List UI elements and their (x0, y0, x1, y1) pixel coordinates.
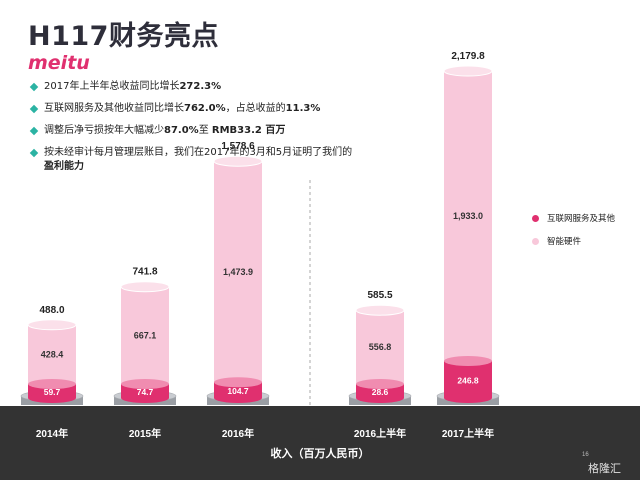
bar-split-cap (444, 355, 492, 366)
bar-bottom-cap (121, 393, 169, 403)
bar-split-cap (28, 379, 76, 389)
footer-band (0, 406, 640, 480)
internet-value-label: 28.6 (372, 387, 389, 397)
bar-segment-hardware (121, 286, 169, 384)
bar-top-cap (355, 304, 405, 316)
legend-swatch-internet (532, 214, 539, 222)
page-title: H117财务亮点 (28, 21, 219, 52)
bar-bottom-cap (356, 393, 404, 403)
legend-swatch-hardware (532, 237, 539, 245)
highlight-item: 调整后净亏损按年大幅减少87.0%至 RMB33.2 百万 (29, 124, 390, 138)
total-label: 741.8 (132, 267, 157, 278)
hardware-value-label: 428.4 (41, 349, 64, 359)
brand-logo: meitu (28, 52, 90, 74)
hardware-value-label: 667.1 (134, 330, 157, 340)
bar-segment-internet (444, 360, 492, 398)
page-number: 16 (582, 452, 589, 458)
highlight-item: 互联网服务及其他收益同比增长762.0%，占总收益的11.3% (29, 102, 390, 116)
total-label: 585.5 (367, 290, 392, 301)
hardware-value-label: 1,933.0 (453, 211, 483, 221)
category-tick-label: 2014年 (36, 427, 68, 440)
bar-top-cap (27, 319, 77, 331)
x-axis-title: 收入（百万人民币） (271, 446, 370, 460)
bar-segment-hardware (28, 324, 76, 384)
bar-bottom-cap (28, 393, 76, 403)
internet-value-label: 74.7 (137, 387, 154, 397)
category-tick-label: 2016年 (222, 427, 254, 440)
internet-value-label: 246.8 (457, 375, 479, 385)
bar-top-cap (120, 281, 170, 293)
bar-top-cap (213, 155, 263, 167)
total-label: 2,179.8 (451, 51, 485, 62)
watermark: 格隆汇 (588, 462, 621, 475)
highlights-list: 2017年上半年总收益同比增长272.3% 互联网服务及其他收益同比增长762.… (29, 80, 390, 182)
highlight-item: 2017年上半年总收益同比增长272.3% (29, 80, 390, 94)
bar-top-cap (443, 65, 493, 77)
category-tick-label: 2015年 (129, 427, 161, 440)
category-tick-label: 2016上半年 (354, 427, 406, 440)
internet-value-label: 59.7 (44, 387, 61, 397)
bar-segment-hardware (444, 71, 492, 361)
highlight-text: 2017年上半年总收益同比增长272.3% (44, 81, 222, 92)
internet-value-label: 104.7 (227, 386, 249, 396)
bar-split-cap (121, 379, 169, 389)
legend-item-internet: 互联网服务及其他 (532, 212, 615, 224)
legend-item-hardware: 智能硬件 (532, 235, 615, 247)
highlight-item: 按未经审计每月管理层账目，我们在2017年的3月和5月证明了我们的 盈利能力 (29, 146, 390, 174)
legend: 互联网服务及其他 智能硬件 (532, 212, 615, 258)
hardware-value-label: 1,473.9 (223, 267, 253, 277)
hardware-value-label: 556.8 (369, 342, 392, 352)
total-label: 1,578.6 (221, 141, 255, 152)
bar-bottom-cap (214, 393, 262, 403)
bar-bottom-cap (444, 393, 492, 403)
total-label: 488.0 (39, 305, 64, 316)
highlight-text: 调整后净亏损按年大幅减少87.0%至 RMB33.2 百万 (44, 125, 286, 136)
highlight-text: 按未经审计每月管理层账目，我们在2017年的3月和5月证明了我们的 盈利能力 (44, 147, 353, 172)
bar-split-cap (356, 379, 404, 389)
bars-group: 488.0 428.4 59.7 2014年 741.8 667.1 74.7 2015年 1,… (20, 51, 500, 440)
legend-label-hardware: 智能硬件 (547, 237, 582, 247)
category-tick-label: 2017上半年 (442, 427, 494, 440)
bar-segment-hardware (356, 310, 404, 384)
highlight-text: 互联网服务及其他收益同比增长762.0%，占总收益的11.3% (44, 103, 321, 114)
bar-split-cap (214, 377, 262, 388)
legend-label-internet: 互联网服务及其他 (547, 214, 616, 224)
bar-segment-hardware (214, 161, 262, 383)
